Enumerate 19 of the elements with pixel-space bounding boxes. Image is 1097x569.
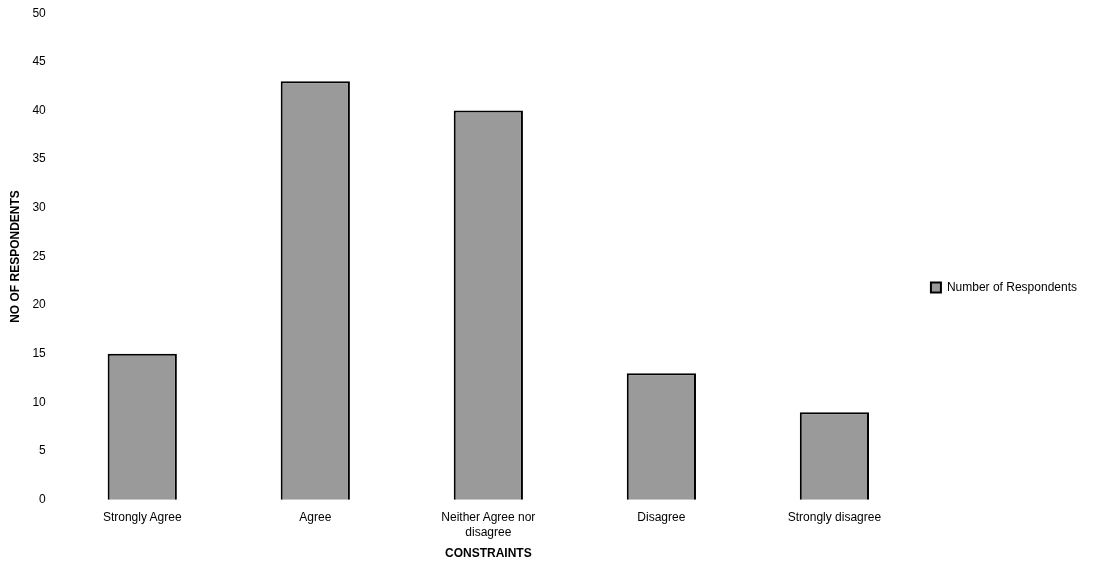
x-tick-label: Neither Agree nor disagree — [441, 510, 536, 539]
y-tick-label: 40 — [32, 102, 47, 117]
y-axis-title: NO OF RESPONDENTS — [7, 190, 22, 323]
y-tick-label: 15 — [32, 346, 47, 361]
legend-label: Number of Respondents — [946, 279, 1078, 294]
y-tick-label: 30 — [32, 200, 47, 215]
x-tick-label: Strongly disagree — [787, 510, 882, 525]
x-axis-title: CONSTRAINTS — [445, 546, 532, 561]
y-tick-label: 5 — [39, 443, 47, 458]
y-tick-label: 25 — [32, 248, 47, 263]
y-tick-label: 35 — [32, 151, 47, 166]
y-tick-label: 20 — [32, 297, 47, 312]
y-tick-label: 50 — [32, 5, 47, 20]
x-tick-label: Agree — [299, 510, 332, 525]
x-tick-label: Disagree — [637, 510, 686, 525]
y-tick-label: 45 — [32, 54, 47, 69]
y-tick-label: 10 — [32, 394, 47, 409]
y-tick-label: 0 — [39, 492, 47, 507]
x-tick-label: Strongly Agree — [102, 510, 182, 525]
